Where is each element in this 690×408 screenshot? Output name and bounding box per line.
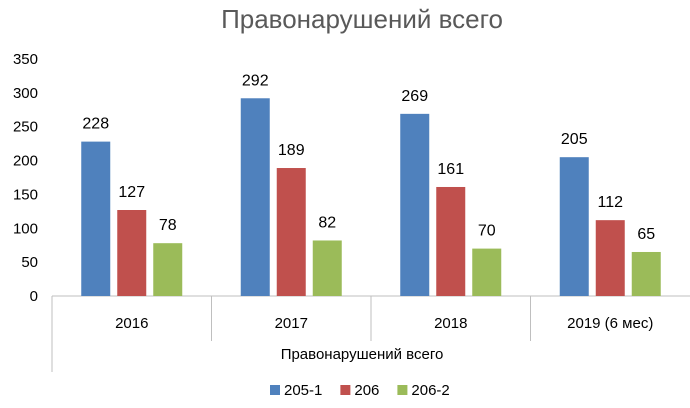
data-label: 65 xyxy=(637,226,655,243)
y-tick-label: 300 xyxy=(13,85,38,102)
legend: 205-1 206 206-2 xyxy=(270,382,450,399)
data-label: 189 xyxy=(278,142,305,159)
legend-swatch xyxy=(340,385,351,395)
y-tick-label: 250 xyxy=(13,119,38,136)
data-label: 292 xyxy=(242,72,269,89)
legend-label: 206-2 xyxy=(411,382,449,399)
category-label: 2017 xyxy=(275,315,308,332)
legend-swatch xyxy=(397,385,408,395)
data-label: 161 xyxy=(437,161,464,178)
data-label: 228 xyxy=(82,116,109,133)
bar xyxy=(559,157,589,296)
x-axis-title: Правонарушений всего xyxy=(281,346,444,363)
bar xyxy=(153,243,183,296)
category-label: 2016 xyxy=(115,315,148,332)
y-tick-label: 50 xyxy=(21,254,38,271)
bar xyxy=(631,251,661,296)
y-tick-label: 100 xyxy=(13,220,38,237)
bar xyxy=(312,240,342,296)
data-label: 205 xyxy=(561,131,588,148)
category-label: 2018 xyxy=(434,315,467,332)
bar xyxy=(472,248,502,296)
bar xyxy=(117,210,147,296)
legend-label: 206 xyxy=(354,382,379,399)
data-labels: 228 127 78 292 189 82 269 161 70 205 112 65 xyxy=(82,72,655,243)
data-label: 269 xyxy=(401,88,428,105)
y-tick-label: 0 xyxy=(30,288,38,305)
bar xyxy=(81,141,111,296)
bar xyxy=(276,168,306,296)
data-label: 78 xyxy=(159,217,177,234)
y-tick-label: 150 xyxy=(13,186,38,203)
bar xyxy=(400,113,430,296)
y-tick-label: 200 xyxy=(13,153,38,170)
data-label: 127 xyxy=(118,184,145,201)
data-label: 82 xyxy=(318,214,336,231)
bar xyxy=(436,186,466,296)
data-label: 112 xyxy=(597,194,623,211)
legend-label: 205-1 xyxy=(284,382,322,399)
data-label: 70 xyxy=(478,223,496,240)
bar xyxy=(595,220,625,296)
y-tick-label: 350 xyxy=(13,51,38,68)
category-label: 2019 (6 мес) xyxy=(567,315,653,332)
chart-title: Правонарушений всего xyxy=(221,4,503,34)
bar xyxy=(240,98,270,296)
bars xyxy=(81,98,661,296)
legend-swatch xyxy=(270,385,280,395)
